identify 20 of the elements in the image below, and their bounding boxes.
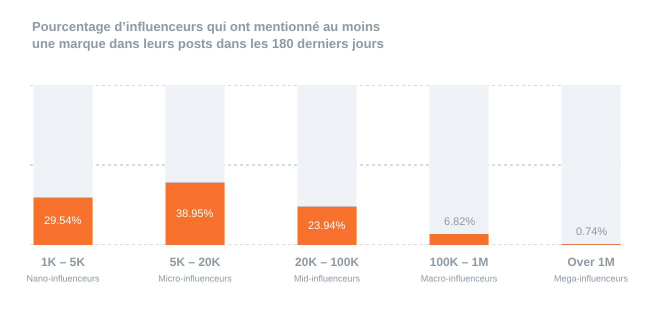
bar (165, 182, 225, 245)
data-label: 23.94% (308, 220, 346, 232)
chart-title: Pourcentage d’influenceurs qui ont mentionné au moins une marque dans leurs posts dans les 180 derniers jours (32, 19, 384, 51)
data-label: 38.95% (176, 208, 214, 220)
x-tick-label: 5K – 20K Micro-influenceurs (158, 255, 232, 284)
x-tick-label: 20K – 100K Mid-influenceurs (294, 255, 361, 284)
data-label: 6.82% (444, 216, 476, 228)
bar (33, 85, 93, 198)
bar (165, 85, 225, 183)
bar (561, 85, 621, 244)
x-tick-label: Over 1M Mega-influenceurs (554, 255, 629, 284)
bar (429, 234, 489, 245)
x-tick-label: 100K – 1M Macro-influenceurs (420, 255, 498, 284)
bar (33, 198, 93, 245)
x-tick-label: 1K – 5K Nano-influenceurs (26, 255, 100, 284)
bar (429, 85, 489, 234)
bar (297, 85, 357, 207)
data-label: 29.54% (44, 215, 82, 227)
data-label: 0.74% (576, 226, 608, 238)
bar (297, 206, 357, 245)
